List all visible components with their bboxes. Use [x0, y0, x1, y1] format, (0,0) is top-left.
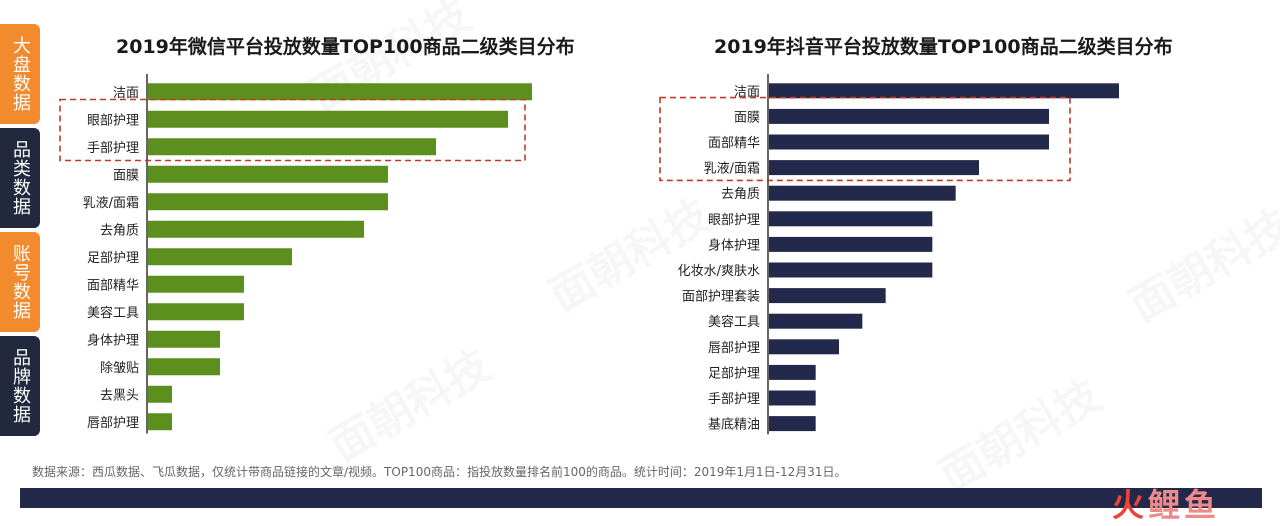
- category-label: 乳液/面霜: [83, 196, 139, 211]
- category-label: 眼部护理: [87, 113, 139, 128]
- highlight-box: [59, 98, 526, 162]
- bar-手部护理: [769, 390, 816, 406]
- category-label: 足部护理: [87, 251, 139, 266]
- bar-乳液/面霜: [769, 160, 979, 176]
- category-label: 洁面: [113, 86, 139, 101]
- category-label: 除皱贴: [100, 360, 139, 376]
- category-label: 去黑头: [100, 388, 139, 403]
- category-label: 乳液/面霜: [704, 162, 760, 177]
- category-label: 手部护理: [708, 392, 760, 407]
- bar-化妆水/爽肤水: [769, 262, 933, 278]
- category-label: 化妆水/爽肤水: [678, 264, 760, 279]
- side-tab-pinlei[interactable]: 品类数据: [0, 128, 40, 228]
- category-label: 唇部护理: [87, 416, 139, 431]
- category-label: 去角质: [100, 223, 139, 238]
- category-label: 身体护理: [708, 237, 760, 253]
- data-source-footnote: 数据来源：西瓜数据、飞瓜数据，仅统计带商品链接的文章/视频。TOP100商品：指…: [32, 465, 847, 479]
- category-label: 去角质: [721, 187, 760, 202]
- bar-足部护理: [148, 248, 292, 266]
- category-label: 美容工具: [708, 314, 760, 330]
- bottom-bar: [20, 488, 1262, 508]
- category-label: 眼部护理: [708, 213, 760, 228]
- bar-眼部护理: [769, 211, 933, 227]
- side-tab-pinpai[interactable]: 品牌数据: [0, 336, 40, 436]
- category-label: 基底精油: [708, 417, 760, 433]
- bar-身体护理: [769, 236, 933, 252]
- wechat-bar-chart: 洁面眼部护理手部护理面膜乳液/面霜去角质足部护理面部精华美容工具身体护理除皱贴去…: [59, 74, 532, 434]
- wechat-chart-title: 2019年微信平台投放数量TOP100商品二级类目分布: [116, 36, 575, 58]
- douyin-chart-title: 2019年抖音平台投放数量TOP100商品二级类目分布: [714, 36, 1173, 58]
- bar-手部护理: [148, 138, 436, 156]
- bar-足部护理: [769, 364, 816, 380]
- highlight-box: [659, 96, 1071, 182]
- bar-基底精油: [769, 416, 816, 432]
- bar-身体护理: [148, 330, 220, 348]
- brand-logo: 火鲤鱼: [1112, 486, 1221, 524]
- bar-唇部护理: [769, 339, 839, 355]
- category-label: 面部精华: [87, 278, 139, 293]
- bar-除皱贴: [148, 358, 220, 376]
- bar-面部精华: [769, 134, 1049, 150]
- category-label: 面部护理套装: [682, 289, 760, 305]
- bar-美容工具: [769, 313, 863, 329]
- category-label: 洁面: [734, 85, 760, 100]
- category-label: 手部护理: [87, 141, 139, 156]
- bar-洁面: [769, 83, 1119, 99]
- side-tab-zhanghao[interactable]: 账号数据: [0, 232, 40, 332]
- bar-去黑头: [148, 385, 172, 403]
- category-label: 面膜: [113, 168, 139, 183]
- category-label: 足部护理: [708, 366, 760, 381]
- bar-眼部护理: [148, 110, 508, 128]
- bar-面膜: [148, 165, 388, 183]
- category-label: 身体护理: [87, 332, 139, 348]
- bar-乳液/面霜: [148, 193, 388, 211]
- bar-唇部护理: [148, 413, 172, 431]
- bar-去角质: [148, 220, 364, 238]
- bar-去角质: [769, 185, 956, 201]
- category-label: 唇部护理: [708, 341, 760, 356]
- side-tab-dapan[interactable]: 大盘数据: [0, 24, 40, 124]
- category-label: 面部精华: [708, 136, 760, 151]
- bar-美容工具: [148, 303, 244, 321]
- douyin-bar-chart: 洁面面膜面部精华乳液/面霜去角质眼部护理身体护理化妆水/爽肤水面部护理套装美容工…: [659, 74, 1119, 435]
- bar-洁面: [148, 83, 532, 101]
- bar-面膜: [769, 108, 1049, 124]
- category-label: 面膜: [734, 110, 760, 125]
- bar-面部护理套装: [769, 288, 886, 304]
- category-label: 美容工具: [87, 305, 139, 321]
- bar-面部精华: [148, 275, 244, 293]
